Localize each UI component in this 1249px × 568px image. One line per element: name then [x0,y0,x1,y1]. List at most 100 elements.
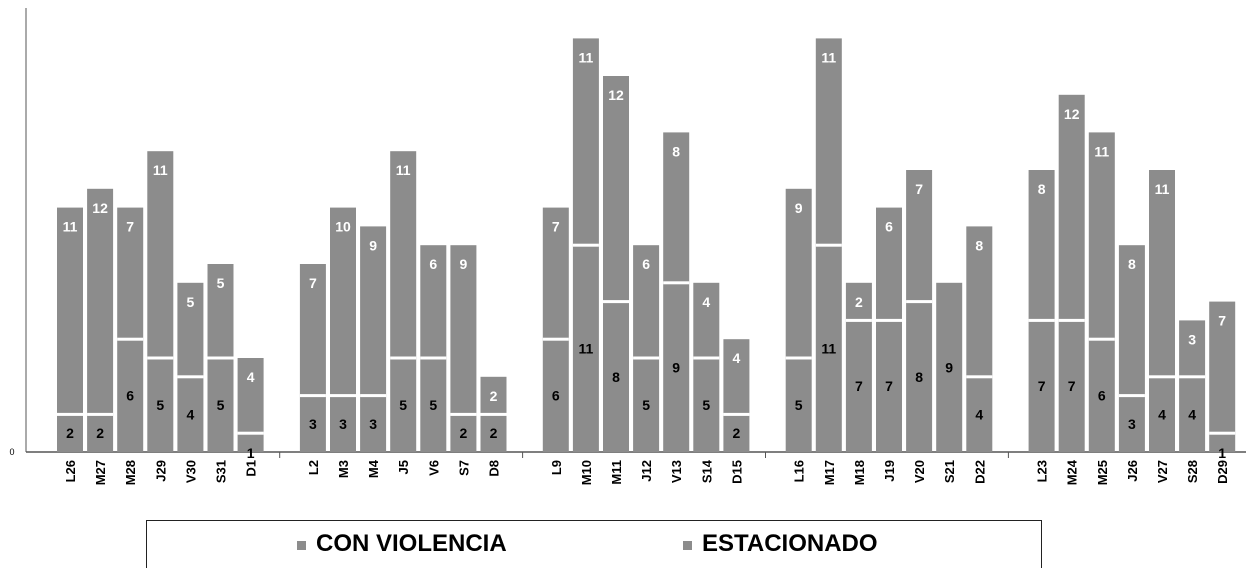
x-tick-label: D15 [729,460,744,484]
bar-con-violencia [603,76,629,302]
bar-con-violencia [845,282,872,321]
value-label-con-violencia: 2 [490,388,498,404]
bar-segment-separator [177,375,204,379]
bar-con-violencia [542,207,569,340]
x-tick-label: M17 [822,460,837,485]
bar-con-violencia [1058,94,1085,321]
bar-con-violencia [147,151,174,358]
value-label-con-violencia: 8 [1128,256,1136,272]
value-label-con-violencia: 6 [429,256,437,272]
value-label-estacionado: 6 [126,388,134,404]
value-label-con-violencia: 11 [1094,143,1109,159]
legend-label-estacionado: ESTACIONADO [702,530,878,557]
value-label-con-violencia: 8 [975,237,983,253]
bar-con-violencia [633,245,660,358]
bar-estacionado [1149,376,1175,452]
value-label-con-violencia: 11 [1155,181,1170,197]
bar-estacionado [936,282,963,452]
x-tick-label: V13 [669,460,684,483]
bar-con-violencia [1118,245,1145,396]
chart-x-tick-labels: L26 M27 M28 J29 V30 S31 D1 L2 M3 M4 J5 V6 S7 D8 L9 M10 M… [63,452,1230,485]
bar-con-violencia [450,245,477,415]
value-label-con-violencia: 11 [578,49,593,65]
value-label-con-violencia: 11 [396,162,411,178]
bar-estacionado [633,358,660,452]
x-tick-label: J19 [882,460,897,482]
value-label-estacionado: 9 [945,359,953,375]
value-label-con-violencia: 8 [672,143,680,159]
bar-segment-separator [693,356,720,360]
x-tick-label: D22 [972,460,987,484]
x-tick-label: D29 [1215,460,1230,484]
value-label-estacionado: 3 [339,416,347,432]
x-tick-label: L16 [792,460,807,482]
x-tick-label: V27 [1155,460,1170,483]
x-tick-label: M24 [1065,459,1080,485]
value-label-estacionado: 3 [1128,416,1136,432]
bar-estacionado [299,395,326,452]
bar-segment-separator [299,394,326,398]
bar-segment-separator [420,356,447,360]
x-tick-label: S31 [214,460,229,483]
value-label-estacionado: 1 [1218,445,1226,461]
chart-legend: CON VIOLENCIA ESTACIONADO [146,520,1042,568]
x-tick-label: M18 [852,460,867,485]
x-tick-label: J29 [153,460,168,482]
bar-segment-separator [1118,394,1145,398]
bar-estacionado [330,395,356,452]
value-label-estacionado: 7 [855,378,863,394]
bar-estacionado [966,376,993,452]
bar-estacionado [420,358,447,452]
x-tick-label: M11 [609,460,624,485]
bar-con-violencia [876,207,902,321]
value-label-estacionado: 4 [975,406,983,422]
bar-con-violencia [1028,170,1055,321]
bar-con-violencia [390,151,417,358]
bar-estacionado [663,282,690,452]
x-tick-label: L9 [549,460,564,475]
bar-con-violencia [299,264,326,396]
x-tick-label: M27 [93,460,108,485]
value-label-estacionado: 5 [702,397,710,413]
value-label-con-violencia: 11 [63,219,78,235]
value-label-estacionado: 7 [1068,378,1076,394]
x-tick-label: V30 [183,460,198,483]
bar-con-violencia [330,207,356,396]
value-label-estacionado: 9 [672,359,680,375]
bar-segment-separator [147,356,174,360]
x-tick-label: J26 [1125,460,1140,482]
value-label-con-violencia: 9 [795,200,803,216]
value-label-estacionado: 3 [309,416,317,432]
x-tick-label: M4 [366,459,381,478]
bar-segment-separator [360,394,387,398]
bar-con-violencia [117,207,144,340]
bar-segment-separator [57,412,83,416]
value-label-estacionado: 7 [885,378,893,394]
bar-estacionado [177,376,204,452]
bar-estacionado [815,245,842,452]
value-label-con-violencia: 11 [821,49,836,65]
value-label-con-violencia: 12 [608,87,624,103]
value-label-estacionado: 5 [399,397,407,413]
value-label-con-violencia: 5 [217,275,225,291]
bar-con-violencia [57,207,83,415]
bar-segment-separator [723,412,750,416]
value-label-estacionado: 2 [96,425,104,441]
bar-con-violencia [572,38,599,246]
value-label-estacionado: 5 [429,397,437,413]
value-label-estacionado: 11 [821,341,836,357]
chart-bars [57,38,1236,452]
x-tick-label: L2 [306,460,321,475]
bar-segment-separator [966,375,993,379]
value-label-estacionado: 8 [915,369,923,385]
bar-segment-separator [1179,375,1206,379]
value-label-con-violencia: 6 [885,219,893,235]
value-label-con-violencia: 7 [309,275,317,291]
x-tick-label: M10 [579,460,594,485]
bar-estacionado [906,301,933,452]
bar-con-violencia [360,226,387,396]
bar-estacionado [1058,320,1085,452]
value-label-estacionado: 2 [490,425,498,441]
bar-estacionado [723,414,750,452]
